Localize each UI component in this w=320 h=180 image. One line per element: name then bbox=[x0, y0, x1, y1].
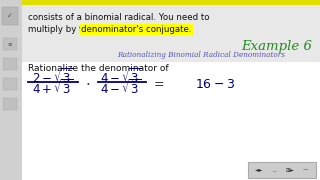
Text: Rationalize the denominator of: Rationalize the denominator of bbox=[28, 64, 169, 73]
FancyBboxPatch shape bbox=[3, 38, 17, 50]
Text: $16-3$: $16-3$ bbox=[195, 78, 235, 91]
Text: ≡: ≡ bbox=[8, 42, 12, 46]
Text: ⊞►: ⊞► bbox=[285, 168, 294, 172]
Text: denominator's conjugate.: denominator's conjugate. bbox=[81, 25, 191, 34]
Text: multiply by the: multiply by the bbox=[28, 25, 96, 34]
FancyBboxPatch shape bbox=[3, 78, 17, 90]
Text: —: — bbox=[303, 168, 308, 172]
Text: $4+\sqrt{3}$: $4+\sqrt{3}$ bbox=[32, 79, 74, 97]
Text: Rationalizing Binomial Radical Denominators: Rationalizing Binomial Radical Denominat… bbox=[117, 51, 285, 59]
FancyBboxPatch shape bbox=[0, 0, 320, 62]
Text: $4-\sqrt{3}$: $4-\sqrt{3}$ bbox=[100, 79, 141, 97]
Text: ◄►: ◄► bbox=[255, 168, 263, 172]
FancyBboxPatch shape bbox=[0, 0, 320, 5]
Text: consists of a binomial radical. You need to: consists of a binomial radical. You need… bbox=[28, 13, 210, 22]
Text: $\cdot$: $\cdot$ bbox=[85, 76, 91, 90]
Text: ✓: ✓ bbox=[7, 13, 13, 19]
Text: $4-\sqrt{3}$: $4-\sqrt{3}$ bbox=[100, 68, 141, 86]
Text: Example 6: Example 6 bbox=[241, 40, 312, 53]
Text: ...: ... bbox=[272, 168, 277, 172]
FancyBboxPatch shape bbox=[248, 162, 316, 178]
Text: $=$: $=$ bbox=[151, 76, 165, 89]
FancyBboxPatch shape bbox=[2, 7, 18, 25]
FancyBboxPatch shape bbox=[0, 0, 22, 180]
FancyBboxPatch shape bbox=[3, 58, 17, 70]
Text: $2-\sqrt{3}$: $2-\sqrt{3}$ bbox=[32, 68, 74, 86]
FancyBboxPatch shape bbox=[3, 98, 17, 110]
